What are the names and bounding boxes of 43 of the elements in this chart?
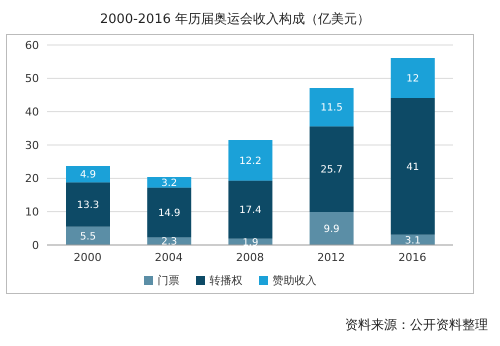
bar [66,182,110,227]
data-label: 25.7 [320,164,343,176]
chart-title: 2000-2016 年历届奥运会收入构成（亿美元） [99,11,371,28]
bar [228,180,272,239]
text: 资料来源：公开资料整理 [345,317,488,334]
legend-label: 赞助收入 [272,273,316,288]
data-label: 5.5 [80,231,96,242]
legend-label: 门票 [158,273,180,288]
data-label: 9.9 [324,224,340,236]
y-tick-label: 20 [25,172,39,186]
bar [390,58,435,98]
data-label: 4.9 [80,170,96,181]
data-label: 2.3 [161,236,178,248]
data-label: 1.9 [242,237,258,248]
data-label: 3.2 [161,178,178,189]
bar [390,98,435,235]
bar [66,166,110,182]
bar [228,140,272,181]
data-label: 14.9 [158,208,180,220]
x-tick-label: 2004 [154,250,183,264]
data-label: 41 [406,162,420,173]
bar [310,126,354,212]
x-tick-label: 2012 [317,250,346,264]
bar [310,88,354,126]
x-tick-label: 2016 [398,250,426,264]
bar [310,212,354,245]
y-tick-label: 40 [25,106,39,119]
y-tick-label: 50 [25,72,39,86]
y-tick-label: 10 [25,206,39,219]
x-tick-label: 2000 [74,250,102,264]
data-label: 12 [406,74,420,85]
bar [66,226,110,245]
data-label: 17.4 [239,205,262,216]
data-label: 3.1 [404,235,421,246]
legend-label: 转播权 [210,273,242,288]
y-tick-label: 30 [25,138,39,152]
y-tick-label: 0 [32,238,39,252]
bar [147,188,192,238]
x-tick-label: 2008 [236,250,264,264]
data-label: 13.3 [76,200,100,212]
y-tick-label: 60 [25,38,39,52]
data-label: 12.2 [239,156,262,167]
data-label: 11.5 [320,102,343,114]
